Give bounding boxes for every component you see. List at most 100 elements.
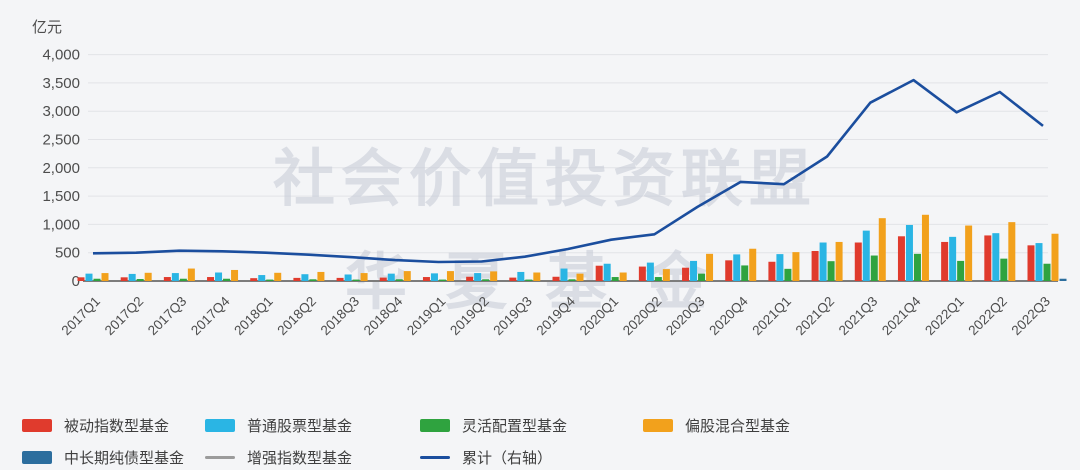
bar: [93, 278, 101, 281]
y-tick-label: 3,500: [42, 75, 80, 92]
bar: [128, 273, 136, 281]
y-tick-label: 2,500: [42, 132, 80, 149]
bar: [120, 277, 128, 281]
bar: [897, 236, 905, 281]
bar: [387, 273, 395, 281]
legend-item-enhanced-index: 增强指数型基金: [205, 446, 352, 468]
x-tick-label: 2022Q3: [1009, 294, 1054, 339]
bar: [266, 279, 274, 281]
bar: [905, 224, 913, 281]
bar: [438, 279, 446, 281]
bar: [360, 273, 368, 281]
bar: [430, 273, 438, 281]
bar: [490, 271, 498, 281]
bar: [223, 278, 231, 281]
legend-label: 灵活配置型基金: [462, 417, 568, 435]
y-axis-unit-label: 亿元: [32, 19, 63, 36]
x-tick-label: 2021Q2: [793, 294, 838, 339]
bar: [819, 242, 827, 281]
bar: [1027, 245, 1035, 281]
bar: [941, 241, 949, 281]
bar: [144, 272, 152, 281]
bar: [682, 267, 690, 281]
bar: [474, 273, 482, 281]
flexible-allocation-swatch: [420, 418, 450, 432]
bar: [690, 260, 698, 281]
x-tick-label: 2021Q4: [879, 293, 924, 338]
x-tick-label: 2017Q4: [188, 293, 233, 338]
watermark-line1: 社会价值投资联盟: [273, 145, 817, 214]
bar: [784, 268, 792, 281]
cumulative-line: [92, 78, 1044, 264]
x-tick-label: 2021Q3: [836, 294, 881, 339]
bar: [776, 254, 784, 281]
bar: [854, 242, 862, 281]
bar: [533, 272, 541, 281]
bar: [301, 274, 309, 281]
bar: [878, 218, 886, 281]
bar: [646, 262, 654, 281]
bar: [317, 271, 325, 281]
bar: [136, 279, 144, 281]
bar: [517, 271, 525, 281]
bar: [344, 274, 352, 281]
bar: [309, 279, 317, 281]
bar: [706, 253, 714, 281]
bar: [1059, 278, 1067, 281]
y-tick-label: 1,000: [42, 216, 80, 233]
x-tick-label: 2018Q2: [274, 294, 319, 339]
bar: [662, 269, 670, 281]
x-tick-label: 2017Q1: [59, 294, 104, 339]
bar: [552, 276, 560, 281]
bar: [965, 225, 973, 281]
bar: [654, 277, 662, 281]
bar: [1035, 243, 1043, 281]
bar: [741, 265, 749, 281]
bar: [352, 279, 360, 281]
equity-mixed-swatch: [643, 418, 673, 432]
bar: [560, 268, 568, 281]
bar: [274, 272, 282, 281]
bar: [85, 273, 93, 281]
bar: [179, 278, 187, 281]
bar: [163, 277, 171, 281]
bar: [611, 277, 619, 281]
bar: [336, 277, 344, 281]
bar: [576, 273, 584, 281]
bar: [835, 241, 843, 281]
common-stock-swatch: [205, 418, 235, 432]
y-tick-label: 4,000: [42, 47, 80, 64]
bar: [187, 268, 195, 281]
bar: [403, 271, 411, 281]
bar: [984, 235, 992, 281]
legend-label: 被动指数型基金: [64, 417, 170, 435]
bar: [258, 275, 266, 281]
legend-item-medium-long-bond: 中长期纯债型基金: [22, 446, 184, 468]
bar: [509, 277, 517, 281]
x-tick-label: 2017Q3: [145, 294, 190, 339]
bar: [603, 263, 611, 281]
bar: [1043, 263, 1051, 281]
y-tick-label: 1,500: [42, 188, 80, 205]
x-tick-label: 2017Q2: [102, 294, 147, 339]
y-tick-label: 500: [55, 245, 80, 262]
bar: [619, 272, 627, 281]
bar: [862, 230, 870, 281]
bar: [595, 265, 603, 281]
legend-label: 偏股混合型基金: [685, 417, 791, 435]
bar: [913, 253, 921, 281]
bar: [638, 266, 646, 281]
bar: [921, 214, 929, 281]
legend-item-flexible-allocation: 灵活配置型基金: [420, 414, 567, 436]
bar: [379, 277, 387, 281]
bar: [171, 273, 179, 281]
bar: [1008, 222, 1016, 281]
bar: [231, 269, 239, 281]
bar: [422, 277, 430, 281]
bar: [733, 254, 741, 281]
x-tick-label: 2022Q1: [922, 294, 967, 339]
bar: [725, 260, 733, 281]
y-tick-label: 0: [72, 273, 80, 290]
legend-item-common-stock: 普通股票型基金: [205, 414, 352, 436]
bar: [77, 277, 85, 281]
